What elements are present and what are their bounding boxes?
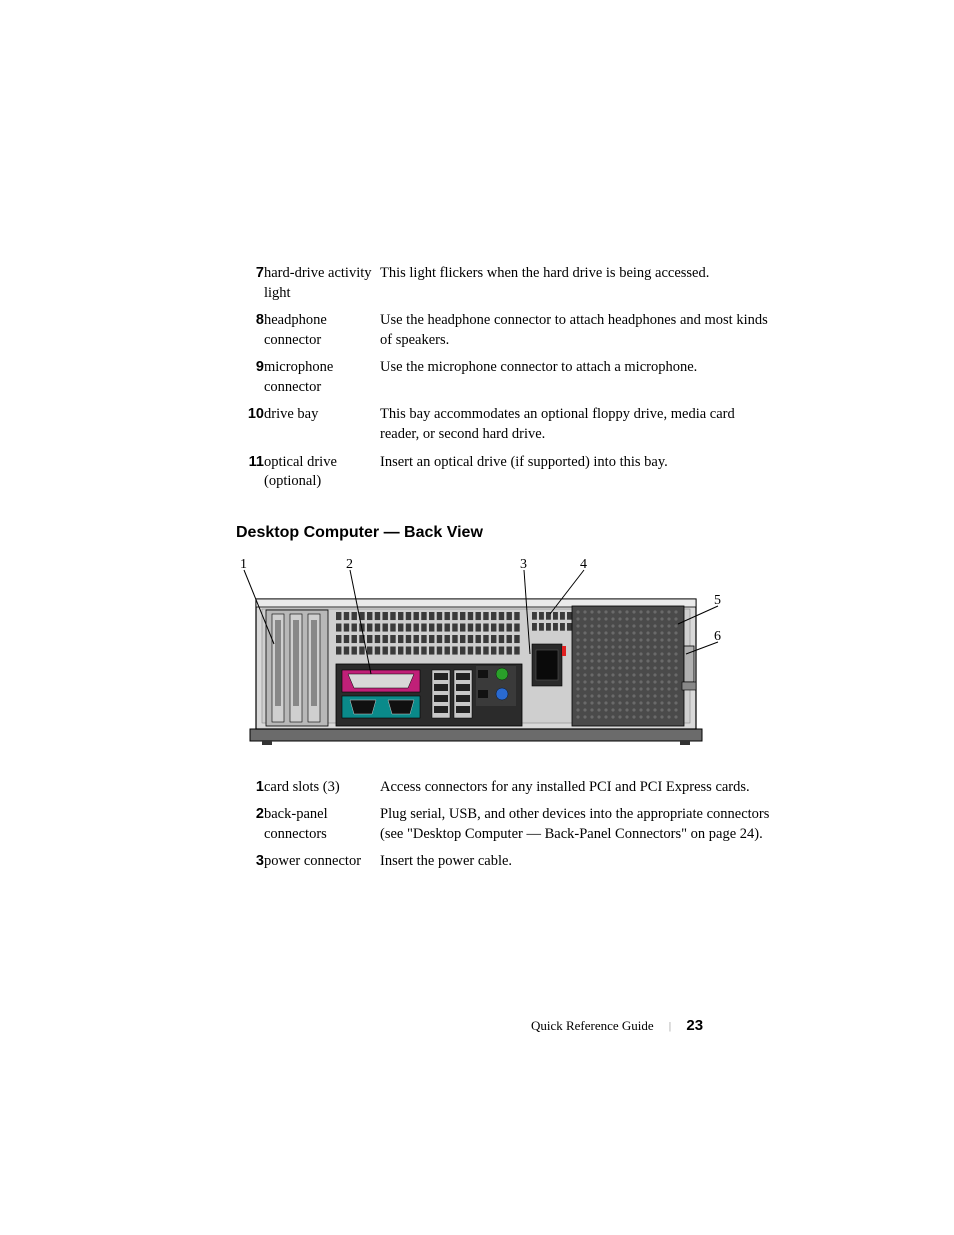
table-row: 1card slots (3)Access connectors for any… <box>236 774 776 802</box>
part-number: 11 <box>236 449 264 496</box>
svg-text:5: 5 <box>714 593 721 608</box>
part-label: back-panel connectors <box>264 801 380 848</box>
part-description: Insert an optical drive (if supported) i… <box>380 449 776 496</box>
table-row: 11optical drive (optional)Insert an opti… <box>236 449 776 496</box>
part-label: hard-drive activity light <box>264 260 380 307</box>
back-view-diagram: 1 2 3 4 5 6 <box>236 554 726 754</box>
table-row: 9microphone connectorUse the microphone … <box>236 354 776 401</box>
part-description: Access connectors for any installed PCI … <box>380 774 776 802</box>
part-number: 9 <box>236 354 264 401</box>
svg-text:6: 6 <box>714 629 721 644</box>
svg-text:4: 4 <box>580 557 587 572</box>
table-row: 2back-panel connectorsPlug serial, USB, … <box>236 801 776 848</box>
table-row: 10drive bayThis bay accommodates an opti… <box>236 401 776 448</box>
svg-text:2: 2 <box>346 557 353 572</box>
page-footer: Quick Reference Guide | 23 <box>0 1017 954 1035</box>
part-number: 1 <box>236 774 264 802</box>
section-heading: Desktop Computer — Back View <box>236 524 776 542</box>
part-description: Plug serial, USB, and other devices into… <box>380 801 776 848</box>
part-number: 8 <box>236 307 264 354</box>
table-row: 7hard-drive activity lightThis light fli… <box>236 260 776 307</box>
part-label: microphone connector <box>264 354 380 401</box>
part-number: 7 <box>236 260 264 307</box>
part-description: This light flickers when the hard drive … <box>380 260 776 307</box>
part-label: card slots (3) <box>264 774 380 802</box>
part-number: 2 <box>236 801 264 848</box>
part-label: optical drive (optional) <box>264 449 380 496</box>
svg-text:3: 3 <box>520 557 527 572</box>
footer-title: Quick Reference Guide <box>531 1018 654 1033</box>
part-description: Use the headphone connector to attach he… <box>380 307 776 354</box>
footer-separator: | <box>669 1020 671 1032</box>
top-parts-table: 7hard-drive activity lightThis light fli… <box>236 260 776 496</box>
table-row: 3power connectorInsert the power cable. <box>236 848 776 876</box>
part-number: 3 <box>236 848 264 876</box>
part-label: drive bay <box>264 401 380 448</box>
part-description: Insert the power cable. <box>380 848 776 876</box>
table-row: 8headphone connectorUse the headphone co… <box>236 307 776 354</box>
part-label: power connector <box>264 848 380 876</box>
footer-page-number: 23 <box>686 1017 703 1034</box>
part-number: 10 <box>236 401 264 448</box>
svg-text:1: 1 <box>240 557 247 572</box>
part-label: headphone connector <box>264 307 380 354</box>
bottom-parts-table: 1card slots (3)Access connectors for any… <box>236 774 776 876</box>
part-description: Use the microphone connector to attach a… <box>380 354 776 401</box>
part-description: This bay accommodates an optional floppy… <box>380 401 776 448</box>
